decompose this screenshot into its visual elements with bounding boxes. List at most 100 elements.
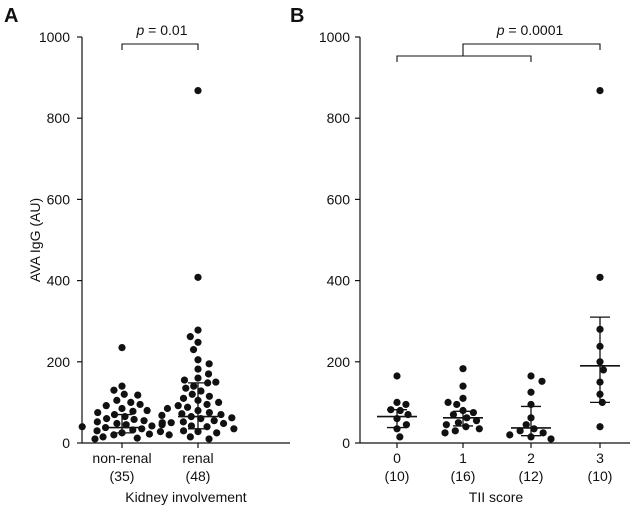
panel-a-data-point <box>212 378 220 386</box>
panel-a-data-point <box>174 402 182 410</box>
panel-a-label: A <box>4 5 18 27</box>
panel-a-data-point <box>140 417 148 425</box>
panel-b-y-tick-label: 1000 <box>319 29 350 45</box>
panel-a-y-tick-label: 800 <box>47 110 71 126</box>
panel-a-data-point <box>213 429 221 437</box>
panel-a-data-point <box>183 403 192 411</box>
panel-a-data-point <box>189 346 198 354</box>
panel-a-data-point <box>93 427 101 435</box>
panel-a-data-point <box>194 273 202 281</box>
panel-a: A AVA IgG (AU) Kidney involvement p = 0.… <box>4 5 290 505</box>
panel-a-data-point <box>145 430 154 438</box>
panel-b-x-tick-count: (16) <box>451 468 476 484</box>
panel-b-data-point <box>459 394 467 402</box>
panel-a-p-value-text: p = 0.01 <box>136 22 188 38</box>
panel-b-p-value: p = 0.0001 <box>496 22 564 38</box>
panel-a-data-point <box>113 396 121 404</box>
panel-b-x-tick-label: 1 <box>459 450 467 466</box>
panel-a-data-point <box>103 415 111 423</box>
panel-a-data-point <box>190 382 198 390</box>
panel-b-data-point <box>472 417 481 425</box>
panel-b-data-point <box>459 365 467 373</box>
panel-b-label: B <box>290 5 304 27</box>
panel-a-data-point <box>205 392 213 400</box>
panel-a-y-axis-label: AVA IgG (AU) <box>27 198 43 282</box>
panel-a-data-point <box>194 356 202 364</box>
panel-b-data-point <box>449 410 458 419</box>
panel-b-data-point <box>469 408 477 417</box>
panel-b-x-axis-label: TII score <box>469 489 524 505</box>
panel-a-y-tick-label: 400 <box>47 273 71 289</box>
panel-a-x-tick-label: renal <box>182 450 213 466</box>
panel-a-data-point <box>113 419 121 428</box>
panel-a-data-point <box>179 427 188 435</box>
panel-a-data-point <box>118 404 126 413</box>
panel-b-p-value-text: p = 0.0001 <box>496 22 564 38</box>
panel-b-data-point <box>454 419 463 427</box>
panel-b-data-point <box>459 382 467 390</box>
panel-a-data-point <box>186 333 194 341</box>
panel-a-data-point <box>188 390 196 398</box>
panel-a-data-point <box>148 422 156 430</box>
panel-b-data-point <box>527 388 535 396</box>
panel-b-data-point <box>442 421 450 429</box>
panel-b-data-point <box>444 398 452 406</box>
panel-b-data-point <box>453 400 461 409</box>
panel-a-data-point <box>217 410 225 419</box>
panel-a-data-point <box>180 376 189 384</box>
panel-b-data-point <box>530 425 538 433</box>
panel-a-data-point <box>163 404 172 413</box>
panel-a-data-point <box>91 435 99 443</box>
panel-a-data-point <box>205 408 213 417</box>
panel-b-y-tick-label: 0 <box>342 435 350 451</box>
panel-b-data-point <box>393 398 401 406</box>
panel-b-data-point <box>393 372 401 380</box>
panel-a-data-point <box>194 365 202 373</box>
panel-a-data-point <box>194 428 202 436</box>
panel-a-data-point <box>230 425 238 433</box>
panel-b-group-bracket <box>396 55 532 62</box>
panel-a-x-tick-count: (48) <box>186 468 211 484</box>
panel-b-data-point <box>539 429 547 437</box>
panel-a-data-point <box>210 417 218 425</box>
panel-a-data-point <box>158 421 166 429</box>
panel-a-data-point <box>228 414 236 422</box>
panel-a-significance-bracket <box>121 43 199 50</box>
panel-a-x-tick-count: (35) <box>110 468 135 484</box>
panel-a-data-point <box>194 374 202 382</box>
panel-a-data-point <box>93 418 101 426</box>
panel-b: B TII score p = 0.0001 0 200 400 600 800 1000… <box>290 5 630 505</box>
panel-b-y-tick-label: 400 <box>327 273 351 289</box>
panel-a-p-value-rest: = 0.01 <box>144 22 187 38</box>
panel-a-y-tick-label: 600 <box>47 191 71 207</box>
panel-a-p-value: p = 0.01 <box>136 22 188 38</box>
panel-a-data-point <box>179 418 187 426</box>
panel-a-data-point <box>120 390 128 398</box>
panel-b-x-tick-count: (12) <box>519 468 544 484</box>
panel-b-data-point <box>475 425 483 433</box>
panel-a-data-point <box>205 435 213 443</box>
panel-b-y-tick-label: 800 <box>327 110 351 126</box>
panel-b-data-point <box>538 377 546 385</box>
panel-a-data-point <box>178 410 186 418</box>
panel-a-data-point <box>179 394 188 402</box>
panel-b-data-point <box>599 366 608 374</box>
panel-a-data-point <box>127 398 135 406</box>
panel-a-x-tick-label: non-renal <box>92 450 151 466</box>
panel-a-data-point <box>129 407 137 415</box>
panel-a-data-point <box>138 425 146 433</box>
panel-a-data-point <box>158 411 166 419</box>
panel-b-data-point <box>459 406 467 415</box>
panel-b-x-tick-count: (10) <box>588 468 613 484</box>
panel-b-data-point <box>522 421 530 429</box>
panel-b-data-point <box>396 406 404 415</box>
panel-a-data-point <box>122 421 130 429</box>
panel-b-data-point <box>547 435 555 443</box>
panel-b-data-point <box>596 423 604 431</box>
panel-b-p-value-rest: = 0.0001 <box>505 22 564 38</box>
panel-a-data-point <box>194 326 202 334</box>
panel-a-data-point <box>215 398 223 406</box>
panel-b-significance-bracket <box>462 43 601 56</box>
panel-b-data-point <box>402 421 411 429</box>
panel-a-data-point <box>186 433 194 441</box>
